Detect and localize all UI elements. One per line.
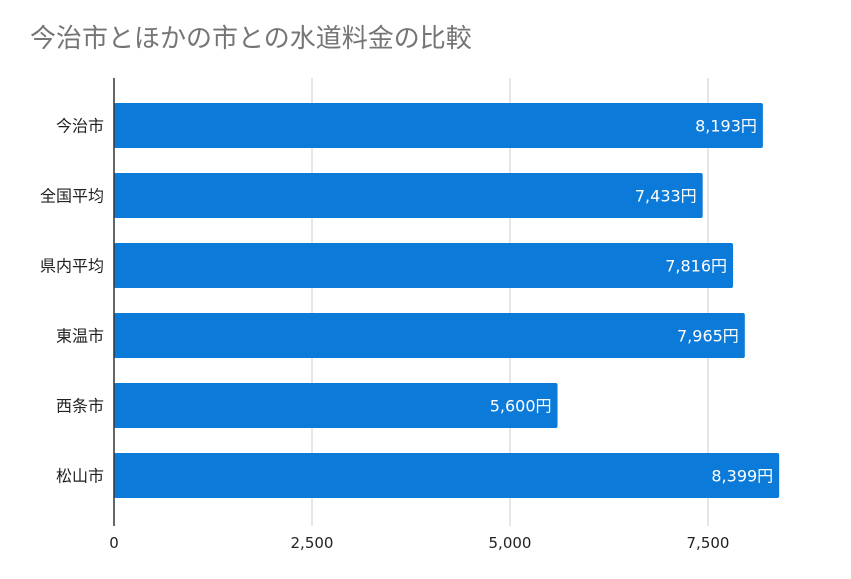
data-label: 7,433円 (635, 187, 697, 206)
data-label: 7,965円 (677, 327, 739, 346)
category-label: 東温市 (56, 327, 104, 346)
data-label: 8,193円 (695, 117, 757, 136)
category-label: 松山市 (56, 467, 104, 486)
bar (114, 383, 558, 428)
x-tick-label: 2,500 (291, 534, 334, 552)
x-tick-label: 7,500 (687, 534, 730, 552)
data-labels: 8,193円 7,433円 7,816円 7,965円 5,600円 8,399円 (490, 117, 773, 486)
bar (114, 243, 734, 288)
gridlines (311, 78, 709, 526)
data-label: 7,816円 (665, 257, 727, 276)
x-tick-label: 5,000 (489, 534, 532, 552)
category-label: 今治市 (56, 117, 104, 136)
bar (114, 313, 745, 358)
x-tick-labels: 0 2,500 5,000 7,500 (109, 534, 729, 552)
category-label: 全国平均 (40, 187, 104, 206)
category-label: 県内平均 (40, 257, 104, 276)
chart-title: 今治市とほかの市との水道料金の比較 (30, 24, 472, 54)
bar (114, 453, 780, 498)
bar (114, 103, 763, 148)
x-tick-label: 0 (109, 534, 119, 552)
data-label: 5,600円 (490, 397, 552, 416)
bars (114, 103, 780, 498)
category-label: 西条市 (56, 397, 104, 416)
bar (114, 173, 703, 218)
data-label: 8,399円 (711, 467, 773, 486)
